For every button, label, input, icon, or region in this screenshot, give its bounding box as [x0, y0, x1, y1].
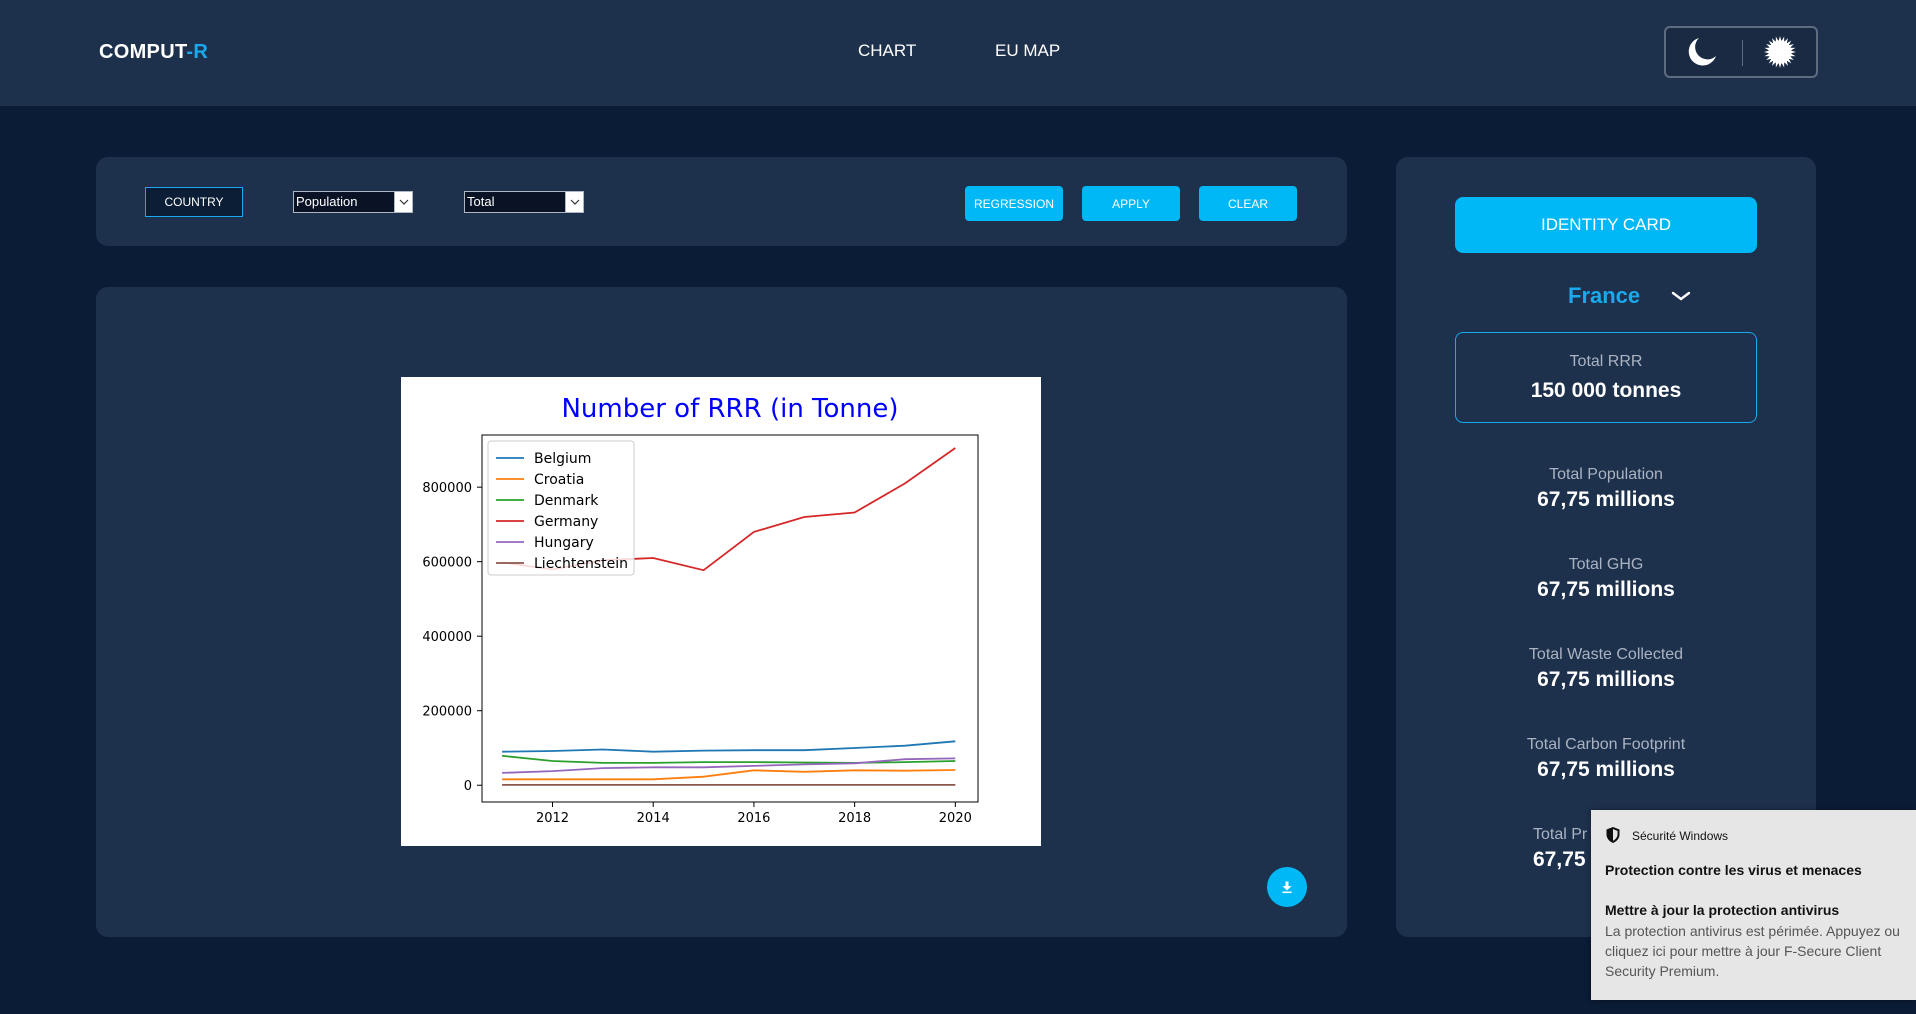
sun-ray — [1775, 36, 1779, 42]
stat-waste-collected: Total Waste Collected 67,75 millions — [1455, 646, 1757, 710]
app-logo[interactable]: COMPUT-R — [99, 41, 209, 63]
chart-title: Number of RRR (in Tonne) — [561, 394, 898, 424]
y-tick-label: 600000 — [422, 556, 472, 571]
sun-ray — [1778, 62, 1782, 68]
apply-button[interactable]: APPLY — [1082, 186, 1180, 221]
notification-heading: Mettre à jour la protection antivirus — [1605, 902, 1840, 918]
x-tick-label: 2018 — [838, 811, 871, 826]
identity-card-button[interactable]: IDENTITY CARD — [1455, 197, 1757, 253]
x-tick-label: 2012 — [536, 811, 569, 826]
y-tick-label: 200000 — [422, 705, 472, 720]
indicator-select[interactable]: Population — [293, 191, 413, 213]
stat-population: Total Population 67,75 millions — [1455, 466, 1757, 530]
legend-label: Liechtenstein — [534, 556, 628, 572]
legend-label: Croatia — [534, 472, 584, 488]
filter-panel: COUNTRY Population Total REGRESSION APPL… — [96, 157, 1347, 246]
stat-carbon-footprint: Total Carbon Footprint 67,75 millions — [1455, 736, 1757, 800]
country-button[interactable]: COUNTRY — [145, 187, 243, 217]
sun-ray — [1790, 47, 1796, 51]
chevron-down-icon — [394, 192, 412, 212]
sun-ray — [1775, 62, 1779, 68]
series-line-hungary — [502, 757, 956, 774]
total-rrr-card: Total RRR 150 000 tonnes — [1455, 332, 1757, 423]
notification-title: Protection contre les virus et menaces — [1605, 862, 1862, 878]
shield-icon — [1606, 827, 1620, 843]
stat-label: Total GHG — [1568, 556, 1644, 573]
notification-app-name: Sécurité Windows — [1632, 829, 1729, 843]
stat-label: Total Population — [1549, 466, 1663, 483]
notification-body: La protection antivirus est périmée. App… — [1605, 923, 1900, 979]
x-tick-label: 2014 — [637, 811, 670, 826]
download-icon — [1282, 881, 1292, 894]
moon-icon — [1688, 38, 1716, 66]
chevron-down-icon — [565, 192, 583, 212]
chevron-down-icon[interactable] — [1670, 288, 1692, 304]
y-tick-label: 800000 — [422, 481, 472, 496]
regression-button[interactable]: REGRESSION — [965, 186, 1063, 221]
identity-panel: IDENTITY CARD France Total RRR 150 000 t… — [1396, 157, 1816, 937]
aggregation-select[interactable]: Total — [464, 191, 584, 213]
nav-eu-map-link[interactable]: EU MAP — [995, 41, 1061, 60]
line-chart: Number of RRR (in Tonne) 2012 2014 2016 2018… — [422, 394, 979, 826]
stat-value: 67,75 millions — [1537, 668, 1675, 691]
sun-ray — [1781, 62, 1785, 68]
theme-switch — [1664, 26, 1818, 78]
x-tick-label: 2020 — [939, 811, 972, 826]
y-tick-label: 0 — [464, 779, 472, 794]
clear-button[interactable]: CLEAR — [1199, 186, 1297, 221]
chart-legend — [487, 440, 635, 576]
stat-label: Total RRR — [1569, 353, 1643, 370]
light-mode-button[interactable] — [1744, 28, 1816, 76]
series-line-denmark — [502, 754, 956, 764]
chart-figure: Number of RRR (in Tonne) 2012 2014 2016 2018… — [401, 377, 1041, 846]
stat-label: Total Pr — [1533, 826, 1588, 843]
y-tick-label: 400000 — [422, 630, 472, 645]
stat-value: 67,75 millions — [1537, 758, 1675, 781]
sun-ray — [1764, 50, 1770, 54]
legend-label: Belgium — [534, 451, 591, 467]
selected-country[interactable]: France — [1568, 283, 1641, 308]
nav-chart-link[interactable]: CHART — [858, 41, 917, 60]
series-line-belgium — [502, 740, 956, 753]
sun-ray — [1764, 47, 1770, 51]
top-navbar: COMPUT-R CHART EU MAP — [0, 0, 1916, 106]
aggregation-select-value: Total — [467, 194, 495, 209]
x-tick-label: 2016 — [737, 811, 770, 826]
series-line-croatia — [502, 769, 956, 781]
theme-divider — [1742, 40, 1743, 66]
chart-panel: Number of RRR (in Tonne) 2012 2014 2016 2018… — [96, 287, 1347, 937]
stat-label: Total Carbon Footprint — [1526, 736, 1686, 753]
stat-value: 67,75 millions — [1537, 488, 1675, 511]
stat-value: 67,75 millions — [1537, 578, 1675, 601]
download-button[interactable] — [1267, 867, 1307, 907]
sun-ray — [1764, 53, 1770, 57]
sun-ray — [1790, 53, 1796, 57]
indicator-select-value: Population — [296, 194, 358, 209]
stat-ghg: Total GHG 67,75 millions — [1455, 556, 1757, 620]
stat-value: 67,75 — [1533, 848, 1586, 871]
dark-mode-button[interactable] — [1666, 28, 1738, 76]
sun-ray — [1790, 50, 1796, 54]
stat-partial: Total Pr 67,75 — [1533, 826, 1633, 890]
stat-label: Total Waste Collected — [1528, 646, 1684, 663]
security-notification[interactable]: Sécurité Windows Protection contre les v… — [1591, 810, 1916, 1000]
plot-frame — [481, 434, 979, 803]
sun-icon — [1764, 36, 1796, 68]
legend-label: Hungary — [534, 535, 594, 551]
stat-value: 150 000 tonnes — [1530, 379, 1682, 402]
legend-label: Germany — [534, 514, 598, 530]
sun-ray — [1778, 36, 1782, 42]
legend-label: Denmark — [534, 493, 599, 509]
sun-ray — [1781, 36, 1785, 42]
